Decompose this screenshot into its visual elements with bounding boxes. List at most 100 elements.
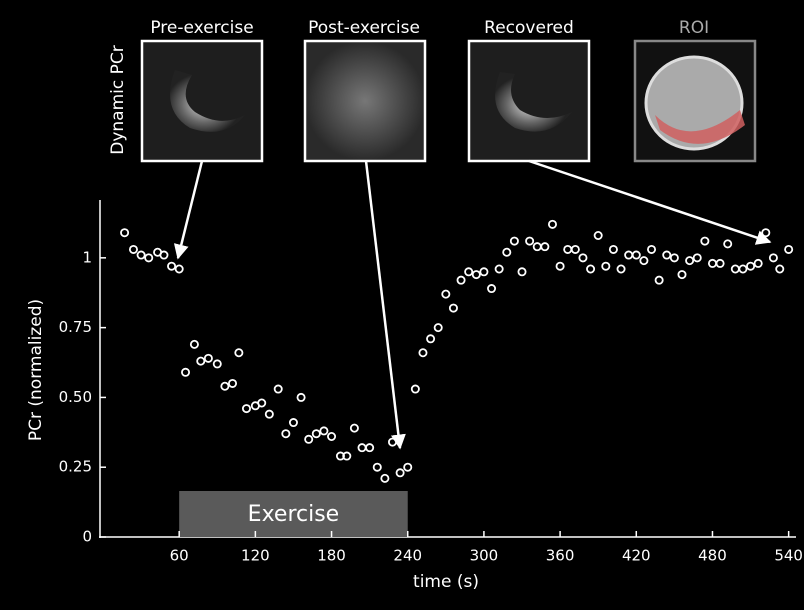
data-point — [374, 464, 381, 471]
y-tick-label: 1 — [82, 248, 92, 266]
data-point — [381, 475, 388, 482]
data-point — [160, 251, 167, 258]
image-label: ROI — [679, 18, 709, 38]
data-point — [130, 246, 137, 253]
data-point — [182, 369, 189, 376]
data-point — [503, 249, 510, 256]
data-point — [518, 268, 525, 275]
x-tick-label: 420 — [622, 547, 651, 565]
data-point — [205, 355, 212, 362]
x-tick-label: 120 — [241, 547, 270, 565]
data-point — [275, 385, 282, 392]
data-point — [633, 251, 640, 258]
data-point — [366, 444, 373, 451]
data-point — [648, 246, 655, 253]
image-post — [305, 41, 425, 161]
data-point — [625, 251, 632, 258]
data-point — [671, 254, 678, 261]
data-point — [732, 265, 739, 272]
x-tick-label: 540 — [774, 547, 803, 565]
data-point — [457, 277, 464, 284]
data-point — [776, 265, 783, 272]
data-point — [450, 304, 457, 311]
data-point — [572, 246, 579, 253]
data-point — [549, 221, 556, 228]
arrow — [529, 161, 770, 242]
image-label: Post-exercise — [308, 18, 420, 38]
data-point — [258, 399, 265, 406]
arrows — [178, 161, 770, 448]
y-tick-label: 0 — [82, 528, 92, 546]
x-tick-label: 360 — [546, 547, 575, 565]
data-point — [320, 427, 327, 434]
data-point — [557, 263, 564, 270]
x-tick-label: 60 — [170, 547, 189, 565]
data-point — [358, 444, 365, 451]
data-point — [587, 265, 594, 272]
image-label: Pre-exercise — [150, 18, 253, 38]
data-point — [427, 335, 434, 342]
y-tick-label: 0.25 — [59, 458, 92, 476]
image-pre — [142, 41, 262, 161]
data-point — [297, 394, 304, 401]
data-point — [678, 271, 685, 278]
data-point — [739, 265, 746, 272]
data-point — [488, 285, 495, 292]
data-point — [168, 263, 175, 270]
data-point — [266, 411, 273, 418]
data-point — [747, 263, 754, 270]
data-point — [229, 380, 236, 387]
exercise-label: Exercise — [248, 502, 340, 527]
data-point — [511, 237, 518, 244]
data-point — [694, 254, 701, 261]
data-point — [579, 254, 586, 261]
y-tick-label: 0.75 — [59, 318, 92, 336]
data-point — [176, 265, 183, 272]
data-point — [465, 268, 472, 275]
data-point — [442, 291, 449, 298]
data-point — [663, 251, 670, 258]
thumbnails: Pre-exercise Post-exercise Recovered ROI — [142, 18, 755, 161]
data-point — [755, 260, 762, 267]
image-label: Recovered — [484, 18, 574, 38]
data-point — [656, 277, 663, 284]
data-point — [290, 419, 297, 426]
data-point — [770, 254, 777, 261]
data-point — [404, 464, 411, 471]
data-point — [397, 469, 404, 476]
x-tick-label: 480 — [698, 547, 727, 565]
data-point — [785, 246, 792, 253]
data-point — [243, 405, 250, 412]
figure: Dynamic PCr Pre-exercise Post-exercise R… — [0, 0, 804, 610]
x-tick-label: 180 — [317, 547, 346, 565]
data-point — [610, 246, 617, 253]
data-point — [145, 254, 152, 261]
y-tick-label: 0.50 — [59, 388, 92, 406]
data-point — [640, 257, 647, 264]
data-point — [709, 260, 716, 267]
data-point — [686, 257, 693, 264]
data-point — [473, 271, 480, 278]
y-axis-label: PCr (normalized) — [26, 299, 46, 441]
data-point — [305, 436, 312, 443]
data-point — [137, 251, 144, 258]
x-tick-label: 240 — [393, 547, 422, 565]
data-point — [617, 265, 624, 272]
data-point — [419, 349, 426, 356]
data-point — [121, 229, 128, 236]
data-point — [412, 385, 419, 392]
data-point — [534, 243, 541, 250]
data-point — [564, 246, 571, 253]
image-recovered — [469, 41, 589, 161]
data-point — [235, 349, 242, 356]
data-point — [541, 243, 548, 250]
data-point — [389, 438, 396, 445]
data-point — [526, 237, 533, 244]
data-point — [724, 240, 731, 247]
data-point — [602, 263, 609, 270]
data-point — [435, 324, 442, 331]
x-tick-label: 300 — [470, 547, 499, 565]
arrow — [366, 161, 400, 448]
data-point — [762, 229, 769, 236]
data-point — [595, 232, 602, 239]
